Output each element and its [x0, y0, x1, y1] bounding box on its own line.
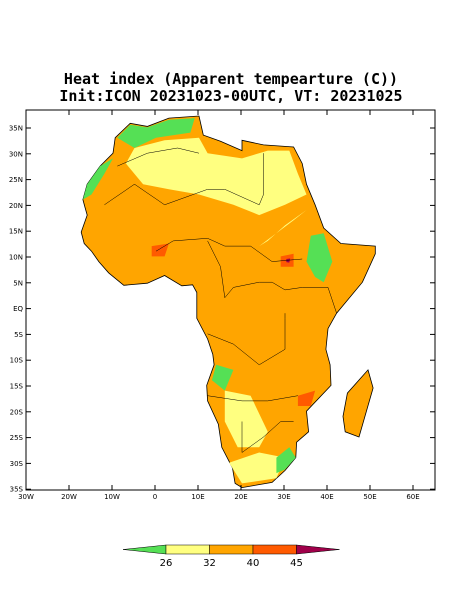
heat-zone — [229, 452, 285, 484]
heat-zone — [82, 158, 113, 200]
colorbar-segment — [296, 544, 340, 555]
lat-label: 25N — [9, 176, 23, 184]
border — [207, 240, 303, 299]
colorbar-segment — [209, 544, 254, 555]
subtitle: Init:ICON 20231023-00UTC, VT: 20231025 — [59, 87, 402, 105]
lat-label: 10N — [9, 254, 23, 262]
heat-zone — [117, 118, 195, 148]
lat-label: 15N — [9, 228, 23, 236]
lon-label: 50E — [363, 493, 376, 501]
lon-label: 10E — [191, 493, 204, 501]
lat-label: 35N — [9, 125, 23, 133]
lat-label: EQ — [13, 305, 23, 313]
colorbar-label: 26 — [160, 558, 173, 569]
title: Heat index (Apparent tempearture (C)) — [64, 70, 398, 88]
heat-zone — [286, 258, 291, 263]
border — [104, 153, 264, 206]
border — [117, 147, 200, 167]
lon-label: 20W — [61, 493, 77, 501]
border — [207, 313, 286, 366]
lat-label: 5S — [14, 331, 23, 339]
heat-zone — [151, 243, 169, 257]
border — [155, 238, 303, 262]
colorbar-label: 45 — [290, 558, 303, 569]
heat-zone — [306, 233, 333, 283]
lat-label: 20S — [10, 408, 24, 416]
colorbar-segment — [122, 544, 167, 555]
lat-label: 15S — [10, 383, 24, 391]
colorbar-segment — [252, 544, 297, 555]
heat-zone — [211, 364, 234, 391]
lon-label: 60E — [406, 493, 419, 501]
lon-label: 40E — [320, 493, 333, 501]
heat-zone — [297, 390, 316, 406]
colorbar-segment — [165, 544, 210, 555]
madagascar — [342, 369, 374, 438]
border — [241, 421, 294, 453]
heat-zone — [125, 137, 307, 216]
lon-label: 10W — [104, 493, 120, 501]
lat-label: 10S — [10, 357, 24, 365]
heat-zone — [276, 447, 296, 474]
lon-label: 20E — [234, 493, 247, 501]
lon-label: 30W — [18, 493, 34, 501]
heat-zone — [224, 390, 268, 448]
lat-label: 5N — [13, 279, 23, 287]
heat-zone — [259, 210, 307, 247]
lon-label: 0 — [153, 493, 157, 501]
lat-label: 30N — [9, 150, 23, 158]
border — [207, 395, 298, 402]
lat-label: 35S — [10, 486, 24, 494]
land — [80, 115, 376, 489]
border — [302, 287, 337, 314]
lat-label: 25S — [10, 434, 24, 442]
lon-label: 30E — [277, 493, 290, 501]
map-frame — [25, 109, 436, 491]
colorbar-label: 32 — [203, 558, 216, 569]
lat-label: 30S — [10, 460, 24, 468]
colorbar-label: 40 — [247, 558, 260, 569]
lat-label: 20N — [9, 202, 23, 210]
